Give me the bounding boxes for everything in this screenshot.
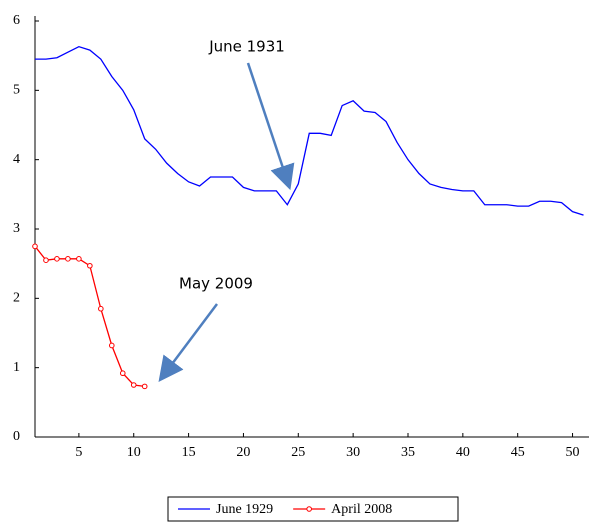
y-tick-label: 0 — [13, 429, 20, 444]
y-tick-label: 5 — [13, 83, 20, 98]
marker — [98, 305, 104, 312]
arrow — [246, 62, 295, 191]
legend-marker — [306, 506, 312, 512]
marker — [43, 257, 49, 264]
x-tick-label: 5 — [75, 445, 82, 460]
marker — [65, 256, 71, 262]
x-tick-label: 25 — [291, 445, 305, 460]
legend: June 1929 April 2008 — [167, 496, 459, 522]
x-tick-label: 35 — [401, 445, 415, 460]
annotation: May 2009 — [179, 275, 253, 293]
x-tick-label: 20 — [236, 445, 250, 460]
legend-label: April 2008 — [331, 502, 392, 517]
marker — [54, 256, 60, 262]
x-tick-label: 45 — [511, 445, 525, 460]
y-tick-label: 4 — [13, 152, 20, 167]
marker — [87, 262, 93, 269]
marker — [76, 256, 82, 262]
line — [35, 45, 584, 216]
arrow — [158, 303, 218, 382]
x-tick-label: 10 — [127, 445, 141, 460]
marker — [119, 370, 126, 377]
x-tick-label: 30 — [346, 445, 360, 460]
marker — [141, 383, 148, 390]
y-tick-label: 2 — [13, 291, 20, 306]
y-tick-label: 1 — [13, 360, 20, 375]
legend-label: June 1929 — [216, 502, 273, 517]
marker — [130, 382, 137, 388]
y-tick-label: 6 — [13, 13, 20, 28]
y-tick-label: 3 — [13, 221, 20, 236]
x-tick-label: 50 — [566, 445, 580, 460]
marker — [32, 243, 38, 250]
annotation: June 1931 — [208, 38, 285, 56]
x-tick-label: 15 — [182, 445, 196, 460]
marker — [108, 342, 115, 349]
x-tick-label: 40 — [456, 445, 470, 460]
